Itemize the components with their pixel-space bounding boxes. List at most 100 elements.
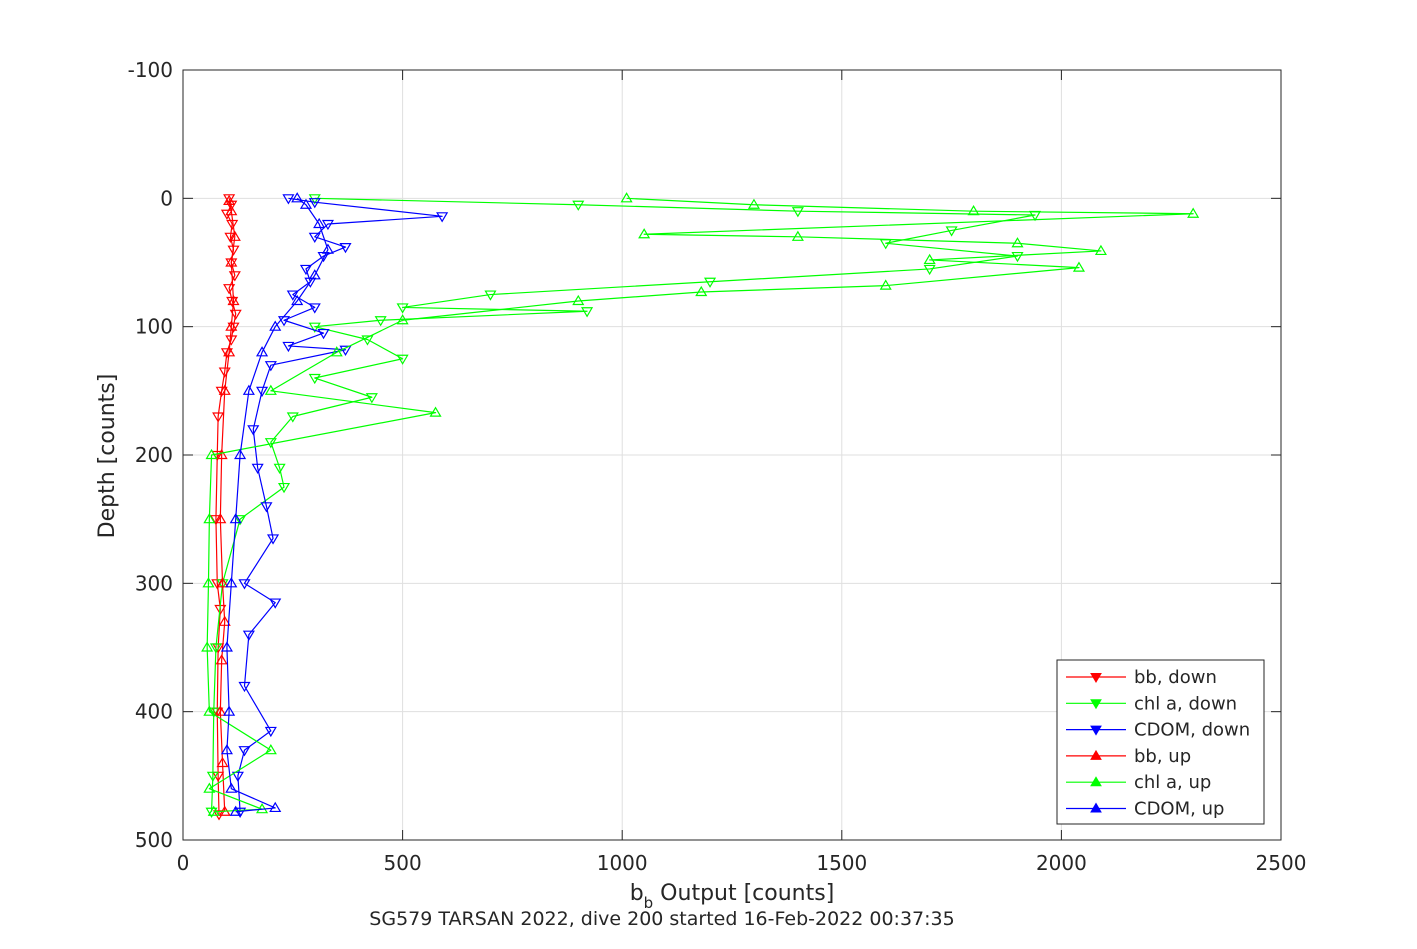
data-point — [251, 463, 264, 475]
data-point — [436, 212, 449, 223]
data-point — [216, 756, 229, 768]
data-point — [225, 204, 238, 216]
data-point — [703, 277, 717, 288]
data-point — [223, 284, 236, 295]
data-point — [234, 448, 247, 460]
chart-caption: SG579 TARSAN 2022, dive 200 started 16-F… — [369, 908, 954, 930]
data-point — [365, 393, 378, 404]
legend-item: bb, down — [1066, 667, 1217, 688]
legend-item: bb, up — [1066, 746, 1191, 767]
legend-label: bb, up — [1134, 746, 1191, 767]
x-axis-label-main: b — [630, 881, 644, 906]
data-point — [215, 654, 228, 665]
data-point — [1187, 207, 1200, 218]
data-point — [228, 230, 241, 241]
data-point — [339, 345, 352, 356]
legend-items: bb, down chl a, down CDOM, down bb, up chl a… — [1066, 667, 1250, 820]
data-point — [945, 226, 958, 237]
data-point — [216, 577, 229, 588]
data-point — [209, 515, 222, 526]
data-point — [747, 198, 761, 209]
data-point — [225, 200, 238, 211]
data-point — [264, 361, 277, 372]
data-point — [291, 192, 304, 203]
data-point — [214, 705, 227, 716]
data-point — [201, 641, 214, 652]
data-point — [321, 219, 334, 231]
legend-label: chl a, down — [1134, 693, 1237, 714]
y-tick-label: 400 — [135, 700, 173, 724]
data-point — [220, 641, 233, 652]
y-tick-label: 0 — [160, 186, 173, 210]
legend-swatch-marker — [1090, 802, 1102, 813]
data-point — [923, 264, 936, 276]
data-point — [229, 512, 242, 524]
legend-swatch-marker — [1090, 725, 1102, 736]
data-point — [256, 386, 269, 398]
data-point — [791, 230, 804, 241]
data-point — [225, 320, 238, 331]
data-point — [269, 320, 282, 331]
legend: bb, down chl a, down CDOM, down bb, up chl a… — [1056, 659, 1265, 825]
series-4 — [201, 192, 1200, 816]
data-point — [572, 294, 585, 306]
data-point — [396, 354, 409, 365]
series-line — [237, 197, 443, 812]
data-point — [361, 335, 374, 346]
legend-box — [1056, 659, 1265, 825]
y-tick-label: 200 — [135, 443, 173, 467]
data-point — [215, 448, 228, 460]
data-point — [317, 251, 330, 263]
data-point — [225, 577, 238, 588]
data-point — [1094, 244, 1107, 256]
series-line — [219, 200, 236, 812]
data-point — [231, 771, 244, 783]
data-point — [339, 243, 352, 254]
data-point — [256, 346, 269, 357]
data-point — [223, 194, 236, 205]
y-axis-label: Depth [counts] — [95, 374, 120, 539]
data-point — [374, 316, 387, 327]
data-point — [229, 805, 242, 816]
data-point — [879, 279, 892, 290]
data-point — [396, 314, 409, 325]
data-point — [308, 198, 321, 209]
data-point — [620, 192, 633, 203]
data-point — [695, 285, 708, 297]
data-point — [282, 194, 295, 205]
data-point — [225, 256, 238, 267]
data-point — [308, 373, 321, 385]
data-point — [396, 303, 409, 314]
data-point — [572, 200, 585, 211]
series-line — [226, 197, 329, 813]
data-point — [264, 384, 277, 395]
data-point — [330, 346, 343, 357]
y-tick-label: -100 — [128, 58, 173, 82]
data-point — [205, 448, 218, 460]
data-point — [220, 743, 233, 755]
data-point — [967, 204, 980, 216]
legend-label: CDOM, down — [1134, 720, 1250, 741]
data-point — [1011, 251, 1024, 263]
data-point — [1011, 237, 1024, 248]
data-point — [269, 801, 282, 813]
x-axis-label: bb Output [counts] — [630, 881, 835, 912]
data-point — [203, 705, 216, 716]
legend-item: CDOM, up — [1066, 799, 1224, 820]
data-point — [321, 243, 334, 254]
data-point — [234, 515, 247, 526]
data-point — [238, 579, 251, 590]
data-point — [203, 782, 216, 793]
data-point — [286, 412, 299, 423]
data-point — [223, 705, 236, 716]
legend-label: chl a, up — [1134, 772, 1211, 793]
data-point — [291, 294, 304, 306]
data-point — [581, 307, 594, 318]
data-point — [214, 512, 227, 524]
data-point — [223, 346, 236, 357]
legend-item: chl a, down — [1066, 693, 1237, 714]
data-point — [225, 782, 238, 793]
